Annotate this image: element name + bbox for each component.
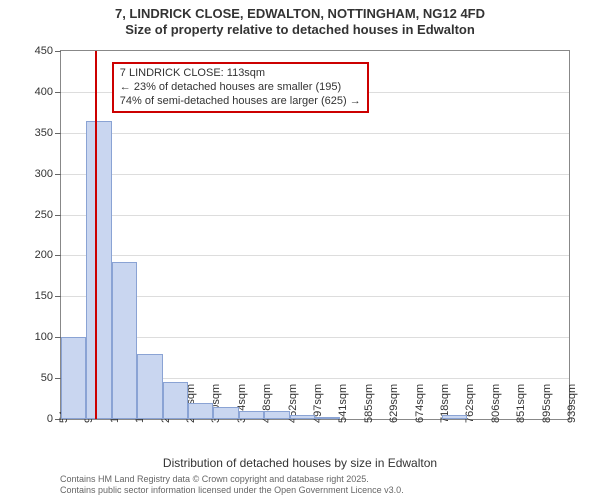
y-tick-label: 200 (35, 249, 53, 261)
y-tick (55, 92, 61, 93)
x-tick-label: 851sqm (515, 384, 527, 423)
y-tick-label: 450 (35, 45, 53, 57)
histogram-bar (213, 407, 238, 419)
y-tick-label: 100 (35, 331, 53, 343)
histogram-bar (264, 411, 289, 419)
callout-line-2: ← 23% of detached houses are smaller (19… (120, 81, 361, 95)
y-tick-label: 400 (35, 86, 53, 98)
histogram-bar (290, 415, 315, 419)
callout-box: 7 LINDRICK CLOSE: 113sqm← 23% of detache… (112, 62, 369, 113)
chart-title: 7, LINDRICK CLOSE, EDWALTON, NOTTINGHAM,… (0, 6, 600, 39)
y-tick-label: 250 (35, 209, 53, 221)
title-line-1: 7, LINDRICK CLOSE, EDWALTON, NOTTINGHAM,… (0, 6, 600, 22)
gridline (61, 296, 569, 297)
histogram-bar (137, 354, 162, 419)
histogram-bar (239, 411, 264, 419)
histogram-bar (163, 382, 188, 419)
callout-line-3: 74% of semi-detached houses are larger (… (120, 95, 361, 109)
y-tick (55, 296, 61, 297)
x-tick-label: 629sqm (388, 384, 400, 423)
gridline (61, 215, 569, 216)
y-tick-label: 300 (35, 168, 53, 180)
y-tick-label: 50 (41, 372, 53, 384)
histogram-bar (188, 403, 213, 419)
y-tick (55, 215, 61, 216)
x-tick-label: 895sqm (541, 384, 553, 423)
x-tick-label: 585sqm (363, 384, 375, 423)
y-tick-label: 350 (35, 127, 53, 139)
histogram-bar (61, 337, 86, 419)
gridline (61, 337, 569, 338)
attribution-text: Contains HM Land Registry data © Crown c… (60, 474, 404, 496)
histogram-bar (86, 121, 111, 419)
histogram-bar (442, 415, 467, 419)
y-tick (55, 133, 61, 134)
plot-area: 05010015020025030035040045054sqm98sqm143… (60, 50, 570, 420)
x-axis-label: Distribution of detached houses by size … (0, 456, 600, 470)
gridline (61, 174, 569, 175)
chart-container: 7, LINDRICK CLOSE, EDWALTON, NOTTINGHAM,… (0, 0, 600, 500)
y-tick (55, 51, 61, 52)
attribution-line-1: Contains HM Land Registry data © Crown c… (60, 474, 404, 485)
x-tick-label: 806sqm (490, 384, 502, 423)
property-marker-line (95, 51, 97, 419)
x-tick-label: 939sqm (566, 384, 578, 423)
callout-line-1: 7 LINDRICK CLOSE: 113sqm (120, 67, 361, 81)
y-tick-label: 150 (35, 290, 53, 302)
gridline (61, 133, 569, 134)
histogram-bar (112, 262, 137, 419)
y-tick (55, 174, 61, 175)
title-line-2: Size of property relative to detached ho… (0, 22, 600, 38)
x-tick-label: 674sqm (414, 384, 426, 423)
y-tick-label: 0 (47, 413, 53, 425)
gridline (61, 255, 569, 256)
histogram-bar (315, 417, 340, 419)
y-tick (55, 255, 61, 256)
attribution-line-2: Contains public sector information licen… (60, 485, 404, 496)
